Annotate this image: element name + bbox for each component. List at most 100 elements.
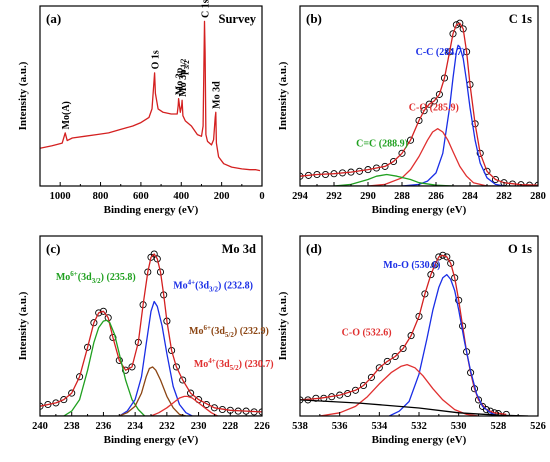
y-axis-title: Intensity (a.u.) <box>17 291 29 360</box>
series-mo-o-530-6--line <box>389 273 499 416</box>
data-point <box>399 344 407 353</box>
component-label: C-O (532.6) <box>342 328 392 339</box>
data-point <box>179 376 187 384</box>
peak-label: Mo 3p3/2 <box>178 60 191 97</box>
data-point <box>420 107 428 115</box>
component-label: Mo4+(3d3/2) (232.8) <box>173 278 253 293</box>
x-tick-label: 526 <box>530 421 546 432</box>
x-tick-label: 532 <box>411 421 427 432</box>
plot-frame <box>39 5 263 187</box>
data-points <box>300 251 510 416</box>
x-tick-label: 288 <box>394 191 410 202</box>
component-label: Mo-O (530.6) <box>383 260 440 271</box>
panel-title: O 1s <box>508 242 532 256</box>
x-tick-label: 240 <box>32 421 48 432</box>
data-point <box>76 373 84 381</box>
data-point <box>415 116 423 125</box>
data-point <box>109 333 117 342</box>
panel-letter: (d) <box>306 241 322 256</box>
peak-label: Mo 3p1/2 <box>174 58 187 95</box>
x-tick-label: 238 <box>64 421 80 432</box>
data-point <box>407 332 415 340</box>
x-tick-label: 1000 <box>50 191 71 202</box>
series-c-o-532-6--line <box>319 363 479 416</box>
panel-title: C 1s <box>509 12 532 26</box>
data-point <box>431 261 439 269</box>
x-tick-label: 286 <box>428 191 444 202</box>
data-point <box>383 357 391 365</box>
y-axis-title: Intensity (a.u.) <box>277 61 289 130</box>
data-point <box>443 253 451 261</box>
y-axis-title: Intensity (a.u.) <box>17 61 29 130</box>
data-point <box>421 290 429 298</box>
series-mo4-3d5-2-230-7--line <box>150 395 218 416</box>
series-1-line <box>300 22 538 186</box>
data-point <box>95 309 103 317</box>
x-tick-label: 0 <box>259 191 264 202</box>
x-tick-label: 290 <box>360 191 376 202</box>
data-point <box>99 307 107 315</box>
data-point <box>452 21 460 29</box>
x-tick-label: 530 <box>451 421 467 432</box>
data-point <box>391 352 399 361</box>
data-point <box>439 251 447 259</box>
data-point <box>202 400 211 409</box>
x-tick-label: 600 <box>133 191 149 202</box>
panel-d-o1s: 538 536 534 532 530 528 526 Binding energy (eV)… <box>277 235 546 446</box>
x-tick-label: 280 <box>530 191 546 202</box>
data-point <box>425 100 433 108</box>
data-point <box>367 373 375 381</box>
peak-label: Mo(A) <box>61 101 72 129</box>
x-tick-label: 538 <box>292 421 308 432</box>
x-tick-label: 230 <box>191 421 207 432</box>
peak-label: Mo 3d <box>212 81 223 109</box>
x-tick-label: 232 <box>159 421 175 432</box>
panel-title: Mo 3d <box>222 242 256 256</box>
data-point <box>430 97 438 105</box>
panel-b-c1s: 294 292 290 288 286 284 282 280 Binding energy (… <box>277 5 546 216</box>
x-tick-label: 234 <box>127 421 144 432</box>
y-axis-title: Intensity (a.u.) <box>277 291 289 360</box>
panel-title: Survey <box>219 12 257 26</box>
data-point <box>406 136 415 144</box>
plot-frame <box>299 5 539 187</box>
panel-a-survey: 1000 800 600 400 200 0 Binding energy (eV) Inte… <box>17 0 265 216</box>
data-point <box>427 271 435 279</box>
data-point <box>351 386 360 394</box>
data-point <box>115 356 123 364</box>
data-point <box>415 312 423 320</box>
data-point <box>435 90 443 98</box>
x-tick-label: 400 <box>173 191 189 202</box>
component-label: C-C (284.7) <box>416 47 465 58</box>
data-point <box>435 253 443 261</box>
panel-letter: (a) <box>46 11 61 26</box>
x-tick-label: 528 <box>490 421 506 432</box>
x-axis-title: Binding energy (eV) <box>104 434 199 446</box>
data-point <box>398 149 406 157</box>
peak-label: C 1s <box>200 0 211 18</box>
x-axis-title: Binding energy (eV) <box>372 204 467 216</box>
component-label: Mo4+(3d5/2) (230.7) <box>194 357 274 372</box>
x-tick-label: 282 <box>496 191 512 202</box>
data-point <box>187 389 195 397</box>
x-tick-label: 228 <box>222 421 238 432</box>
series-c-c-284-7--line <box>401 44 505 186</box>
data-point <box>491 175 500 184</box>
data-point <box>153 255 161 263</box>
x-axis-title: Binding energy (eV) <box>104 204 199 216</box>
series-mo4-3d3-2-232-8--line <box>118 300 193 416</box>
x-tick-label: 200 <box>214 191 230 202</box>
component-label: C=C (288.9) <box>356 139 408 150</box>
x-axis-title: Binding energy (eV) <box>372 434 467 446</box>
x-tick-label: 236 <box>96 421 112 432</box>
component-label: Mo6+(3d5/2) (232.9) <box>189 324 269 339</box>
series-c-c-288-9--line <box>333 173 454 186</box>
data-point <box>150 250 158 258</box>
component-label: Mo6+(3d3/2) (235.8) <box>56 270 136 285</box>
series-mo6-3d5-2-232-9--line <box>119 366 187 416</box>
series-mo6-3d3-2-235-8--line <box>63 319 146 416</box>
data-point <box>482 406 490 414</box>
x-tick-label: 292 <box>326 191 342 202</box>
data-point <box>90 319 98 327</box>
